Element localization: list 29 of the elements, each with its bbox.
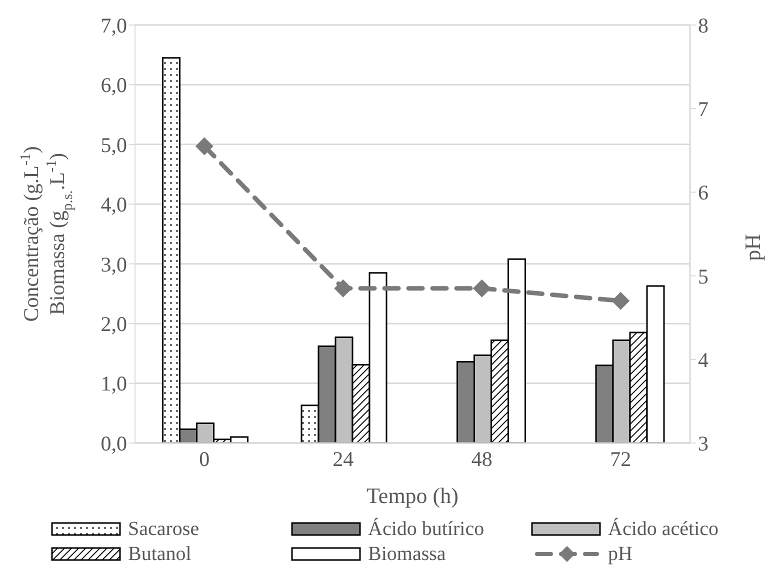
x-tick-label: 24 — [332, 446, 354, 471]
y2-tick-label: 6 — [698, 180, 708, 205]
y-tick-label: 4,0 — [100, 192, 127, 217]
legend-label: Sacarose — [128, 518, 200, 540]
y2-tick-label: 8 — [698, 13, 708, 38]
legend-label: Biomassa — [368, 543, 446, 565]
y-tick-label: 2,0 — [100, 312, 127, 336]
legend-label: Ácido butírico — [368, 517, 484, 540]
point — [195, 137, 214, 156]
y-tick-label: 3,0 — [100, 252, 127, 276]
x-tick-label: 48 — [471, 446, 492, 471]
legend-label: Ácido acético — [608, 517, 718, 540]
x-tick-label: 72 — [610, 446, 632, 471]
y-tick-label: 5,0 — [100, 132, 127, 157]
y2-tick-label: 4 — [698, 348, 709, 372]
point — [472, 279, 491, 298]
point — [612, 292, 630, 310]
y2-tick-label: 7 — [698, 97, 708, 122]
x-tick-label: 0 — [199, 446, 210, 471]
legend-label: Butanol — [128, 543, 192, 565]
y2-tick-label: 5 — [698, 264, 708, 288]
y2-tick-label: 3 — [698, 431, 708, 456]
y-tick-label: 0,0 — [100, 431, 127, 456]
legend-label: pH — [608, 543, 632, 565]
y-tick-label: 6,0 — [100, 73, 127, 98]
y2-axis-title: pH — [740, 234, 765, 261]
y-tick-label: 7,0 — [100, 13, 127, 38]
y-tick-label: 1,0 — [100, 372, 127, 396]
x-axis-title: Tempo (h) — [366, 483, 458, 508]
